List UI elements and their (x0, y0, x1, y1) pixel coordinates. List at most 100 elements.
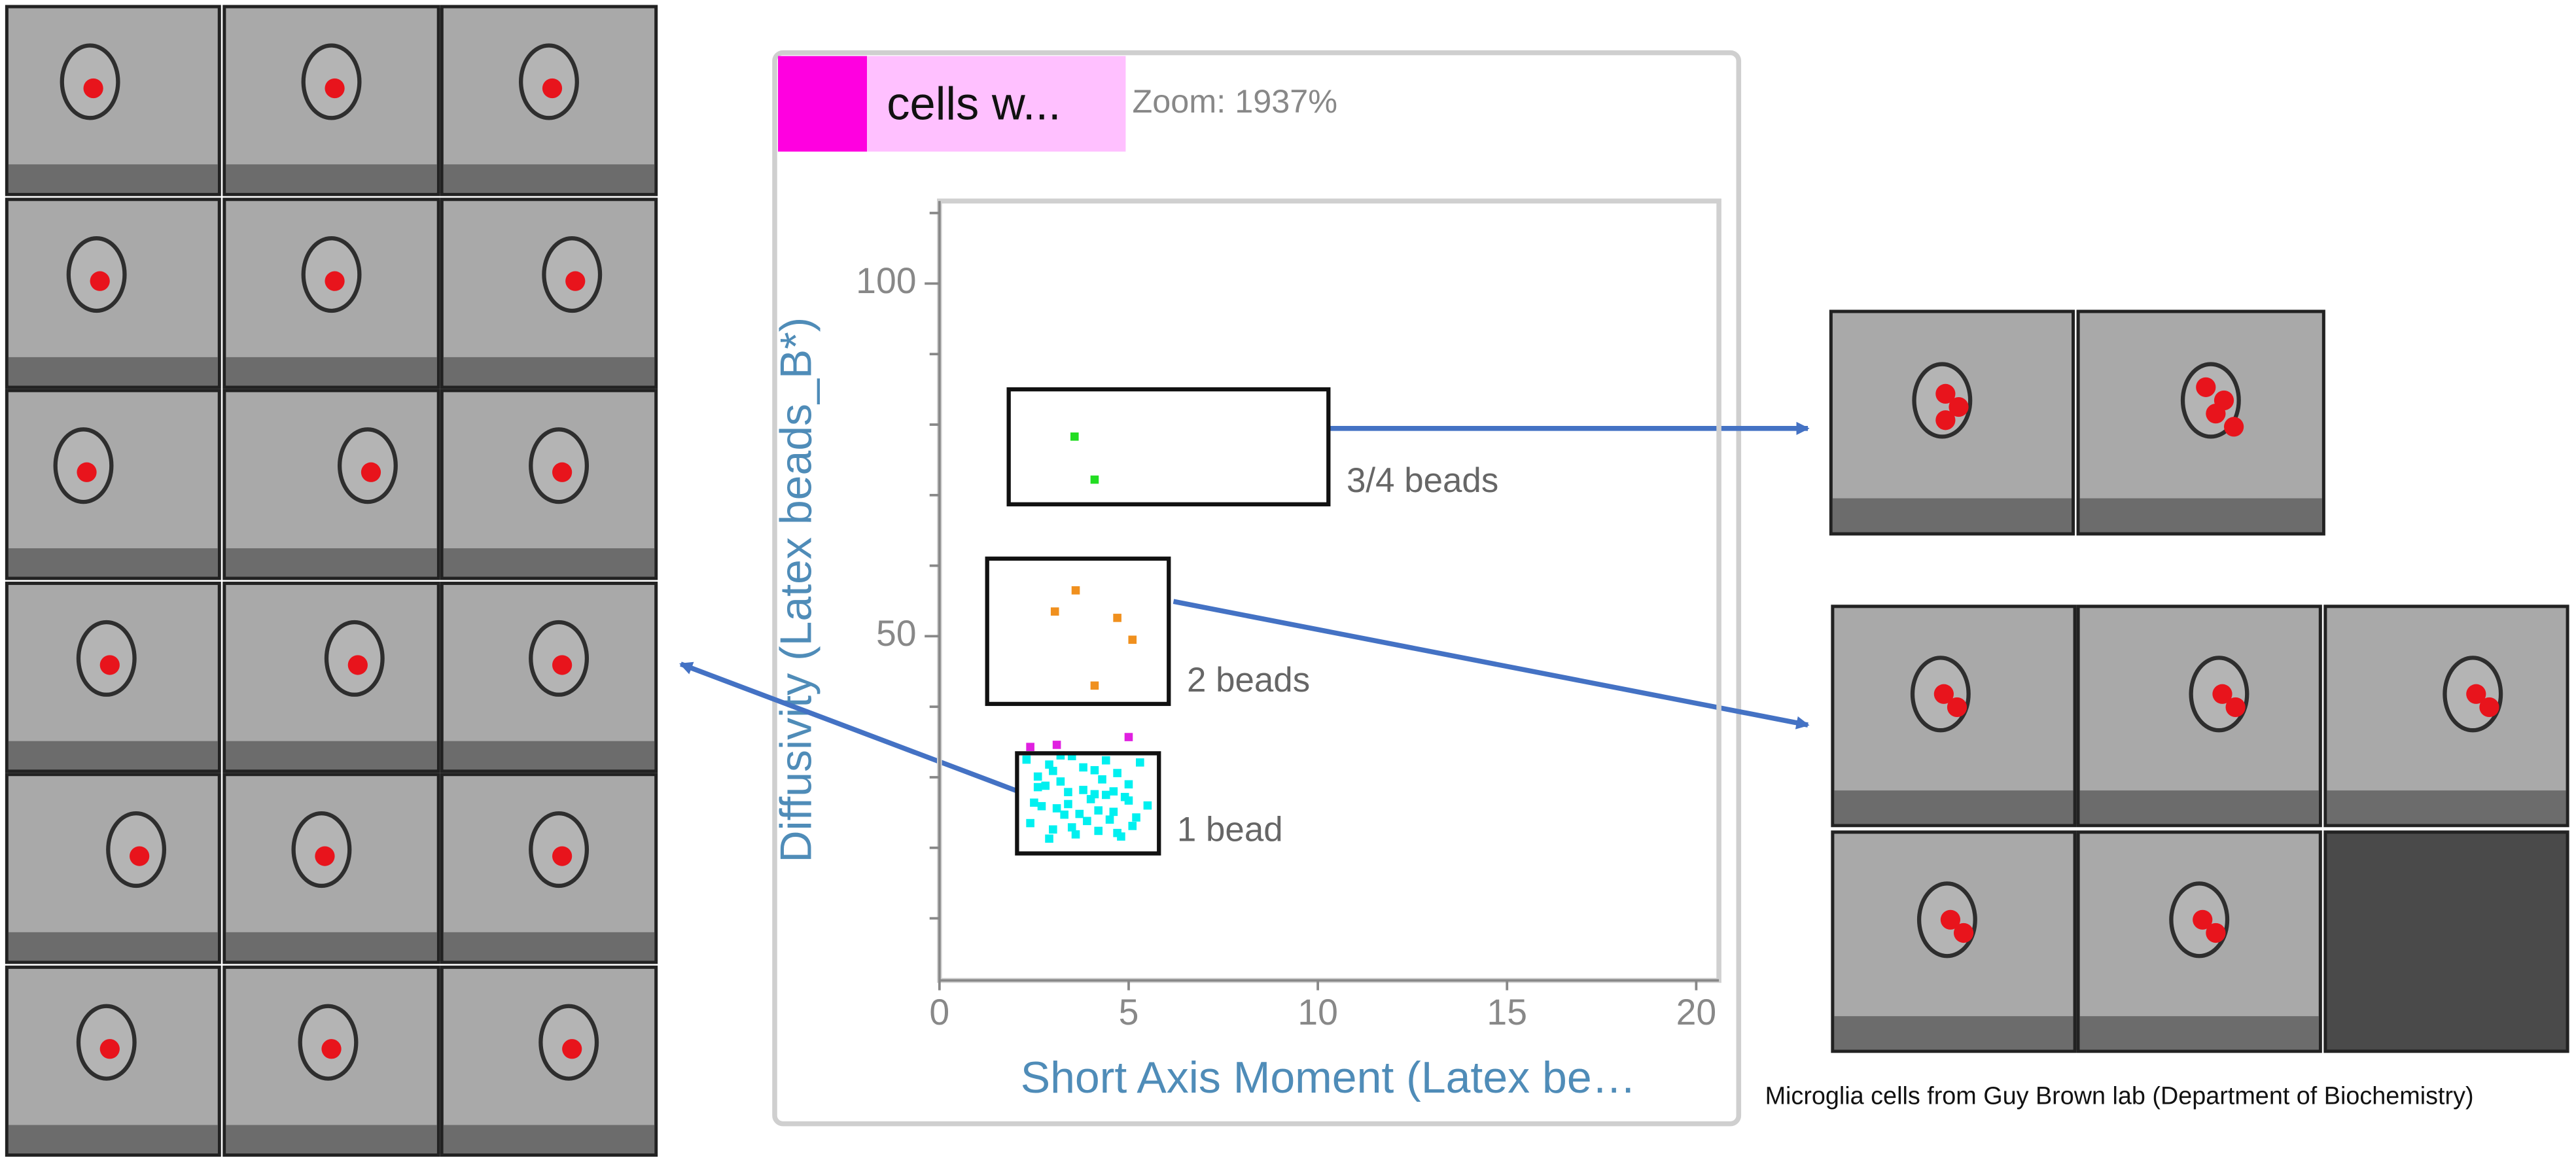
bead (2225, 697, 2246, 718)
point (1079, 763, 1087, 772)
image-tile (2323, 605, 2569, 828)
image-strip (2079, 498, 2322, 533)
bead (542, 78, 563, 99)
gate-color-swatch (778, 56, 868, 152)
point (1045, 834, 1053, 843)
image-strip (226, 1125, 437, 1153)
bead (1953, 923, 1974, 943)
gate (1006, 387, 1331, 506)
image-strip (226, 548, 437, 577)
point (1056, 777, 1065, 786)
point (1022, 755, 1031, 764)
point (1090, 475, 1099, 484)
gate-label: 1 bead (1177, 811, 1283, 849)
bead (1935, 410, 1956, 431)
point (1090, 790, 1099, 799)
bead (130, 846, 150, 866)
point (1064, 800, 1072, 809)
point (1128, 822, 1137, 830)
zoom-label: Zoom: 1937% (1133, 82, 1338, 120)
point (1052, 741, 1061, 749)
point (1060, 810, 1068, 819)
bead (552, 655, 573, 675)
gate (985, 556, 1171, 707)
point (1094, 826, 1103, 835)
image-strip (2079, 1016, 2319, 1050)
image-tile (2323, 830, 2569, 1053)
image-strip (226, 741, 437, 770)
point (1113, 769, 1121, 777)
image-strip (2079, 790, 2319, 824)
image-strip (443, 164, 655, 193)
point (1113, 828, 1121, 837)
gate-label: 2 beads (1187, 661, 1310, 699)
gate (1015, 751, 1161, 856)
point (1105, 815, 1114, 824)
point (1026, 818, 1034, 828)
bead (1933, 684, 1954, 704)
point (1101, 790, 1110, 800)
point (1136, 758, 1144, 767)
point (1124, 796, 1133, 805)
bead (552, 462, 573, 482)
image-strip (8, 548, 218, 577)
image-strip (8, 164, 218, 193)
image-strip (226, 932, 437, 961)
bead (565, 271, 586, 291)
bead (315, 846, 335, 866)
image-strip (1832, 498, 2072, 533)
bead (2212, 684, 2232, 704)
point (1071, 830, 1080, 839)
point (1067, 823, 1076, 832)
image-strip (443, 548, 655, 577)
bead (1940, 909, 1961, 930)
arrow (1173, 599, 1810, 729)
y-tick-label: 100 (856, 260, 916, 301)
image-strip (226, 164, 437, 193)
point (1094, 806, 1103, 815)
image-strip (8, 1125, 218, 1153)
point (1124, 733, 1133, 741)
image-strip (443, 1125, 655, 1153)
x-tick-label: 10 (1297, 992, 1338, 1032)
point (1049, 767, 1057, 775)
bead (321, 1039, 342, 1059)
point (1033, 782, 1042, 792)
image-strip (1834, 790, 2073, 824)
plot-panel (772, 50, 1742, 1127)
point (1098, 775, 1106, 784)
point (1071, 586, 1080, 595)
image-tile (222, 389, 440, 580)
bead (99, 1039, 120, 1059)
gate-name: cells w... (887, 77, 1061, 129)
arrow (679, 661, 1018, 794)
bead (99, 655, 120, 675)
point (1033, 772, 1042, 781)
point (1075, 809, 1084, 818)
point (1128, 635, 1137, 644)
point (1037, 801, 1046, 811)
bead (1935, 383, 1956, 404)
y-tick-label: 50 (876, 613, 917, 654)
point (1109, 787, 1118, 796)
point (1045, 760, 1053, 769)
image-strip (1834, 1016, 2073, 1050)
point (1124, 780, 1133, 789)
point (1132, 813, 1140, 822)
arrows (679, 421, 1810, 794)
image-strip (8, 932, 218, 961)
y-axis-label: Diffusivity (Latex beads_B*) (771, 317, 821, 863)
image-strip (226, 357, 437, 386)
bead (562, 1039, 582, 1059)
point (1101, 756, 1110, 765)
point (1050, 607, 1059, 616)
bead (77, 462, 97, 482)
bead (347, 655, 368, 675)
point (1052, 804, 1061, 813)
point (1109, 807, 1118, 817)
bead (2479, 697, 2499, 718)
x-axis-label: Short Axis Moment (Latex be… (1021, 1053, 1636, 1102)
image-tile (5, 773, 221, 964)
point (1113, 614, 1121, 622)
cell (2180, 362, 2241, 439)
